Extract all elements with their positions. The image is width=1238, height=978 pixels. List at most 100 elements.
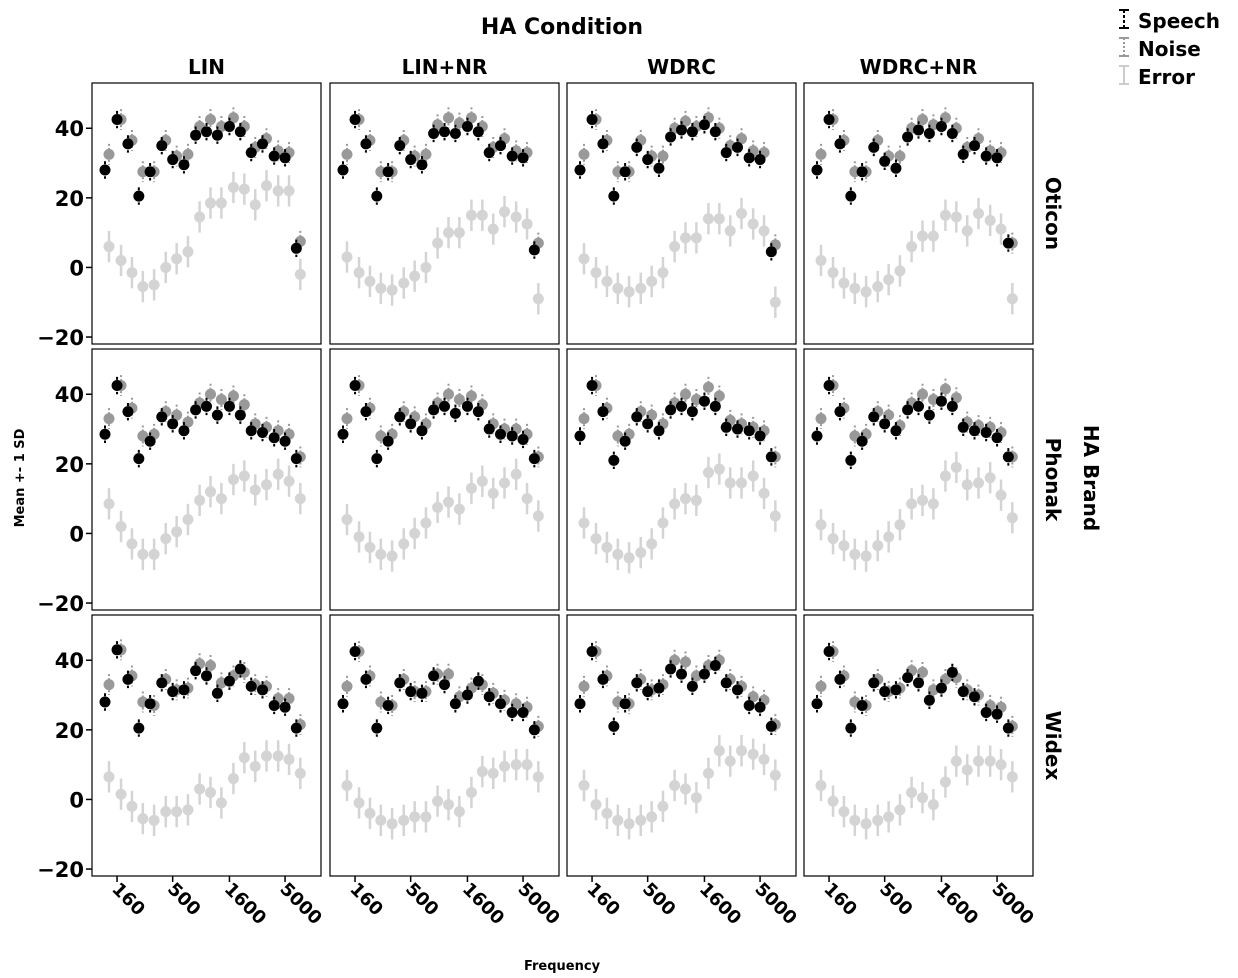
error-point — [499, 760, 511, 772]
speech-point — [268, 150, 280, 162]
error-point — [601, 807, 613, 819]
speech-point — [969, 140, 981, 152]
error-point — [487, 487, 499, 499]
noise-point — [103, 148, 115, 160]
x-tick-label: 1600 — [932, 879, 982, 929]
legend-label-error: Error — [1138, 65, 1195, 89]
speech-point — [890, 684, 902, 696]
y-tick-label: 20 — [55, 187, 84, 211]
error-point — [646, 275, 658, 287]
panel-phonak-lin — [91, 348, 322, 611]
noise-point — [465, 390, 477, 402]
speech-point — [201, 400, 212, 412]
error-point — [1006, 512, 1018, 524]
speech-point — [122, 673, 134, 685]
speech-point — [349, 646, 361, 658]
noise-point — [341, 413, 353, 425]
error-point — [126, 267, 138, 279]
x-tick-label: 1600 — [458, 879, 508, 929]
error-point — [283, 753, 295, 765]
error-point — [409, 811, 421, 823]
speech-point — [856, 166, 868, 178]
error-point — [103, 241, 115, 253]
error-point — [838, 277, 850, 289]
legend-item-noise: Noise — [1119, 37, 1201, 61]
speech-point — [495, 698, 507, 710]
error-point — [510, 211, 522, 223]
speech-point — [257, 427, 269, 439]
speech-point — [720, 677, 732, 689]
y-tick-label: 0 — [69, 788, 84, 812]
error-point — [769, 296, 781, 308]
speech-point — [245, 680, 257, 692]
row-facet-title: HA Brand — [1079, 425, 1103, 531]
y-tick-label: −20 — [37, 326, 84, 350]
error-point — [465, 786, 477, 798]
noise-point — [283, 693, 295, 705]
speech-point — [416, 687, 428, 699]
speech-point — [902, 672, 914, 684]
series-speech — [99, 376, 302, 468]
speech-point — [156, 411, 168, 423]
speech-point — [1002, 451, 1014, 463]
speech-point — [732, 423, 744, 435]
speech-point — [405, 686, 417, 698]
series-speech — [811, 642, 1014, 737]
error-point — [261, 180, 273, 192]
error-point — [939, 470, 951, 482]
error-point — [690, 232, 702, 244]
error-point — [375, 282, 387, 294]
error-point — [995, 223, 1007, 235]
error-point — [973, 477, 985, 489]
noise-point — [939, 112, 951, 124]
speech-point — [472, 675, 484, 687]
error-point — [353, 267, 365, 279]
column-header-wdrc-plus-nr: WDRC+NR — [860, 55, 978, 79]
error-point — [657, 800, 669, 812]
error-point — [917, 792, 928, 804]
error-point — [420, 811, 432, 823]
noise-point — [578, 680, 590, 692]
speech-point — [665, 663, 677, 675]
series-error — [815, 451, 1018, 572]
error-point — [398, 277, 410, 289]
speech-point — [405, 154, 417, 166]
speech-point — [720, 421, 732, 433]
speech-point — [923, 409, 935, 421]
error-point — [950, 211, 962, 223]
error-point — [635, 547, 647, 559]
speech-point — [890, 425, 902, 437]
error-point — [261, 750, 273, 762]
error-point — [849, 548, 861, 560]
panel-oticon-wdrc — [566, 82, 797, 345]
error-point — [126, 800, 138, 812]
noise-point — [182, 148, 194, 160]
speech-point — [111, 114, 123, 126]
series-error — [341, 196, 544, 315]
speech-point — [946, 400, 958, 412]
legend: Speech Noise Error — [1119, 9, 1220, 89]
speech-point — [935, 682, 947, 694]
error-point — [713, 463, 725, 475]
error-point — [646, 538, 658, 550]
y-tick-label: 0 — [69, 522, 84, 546]
speech-point — [665, 131, 677, 143]
error-point — [601, 541, 613, 553]
legend-item-error: Error — [1119, 65, 1195, 89]
speech-point — [506, 706, 518, 718]
speech-point — [223, 400, 235, 412]
error-point — [510, 759, 522, 771]
error-point — [227, 474, 239, 485]
speech-point — [732, 684, 744, 696]
panel-frame — [566, 614, 797, 877]
panel-frame — [329, 82, 560, 345]
error-point — [432, 795, 444, 807]
error-point — [961, 225, 973, 237]
speech-point — [234, 663, 246, 675]
noise-point — [917, 666, 928, 678]
speech-point — [743, 152, 755, 164]
error-point — [590, 267, 602, 279]
error-point — [453, 503, 465, 515]
panel-phonak-wdrc-plus-nr — [803, 348, 1034, 611]
